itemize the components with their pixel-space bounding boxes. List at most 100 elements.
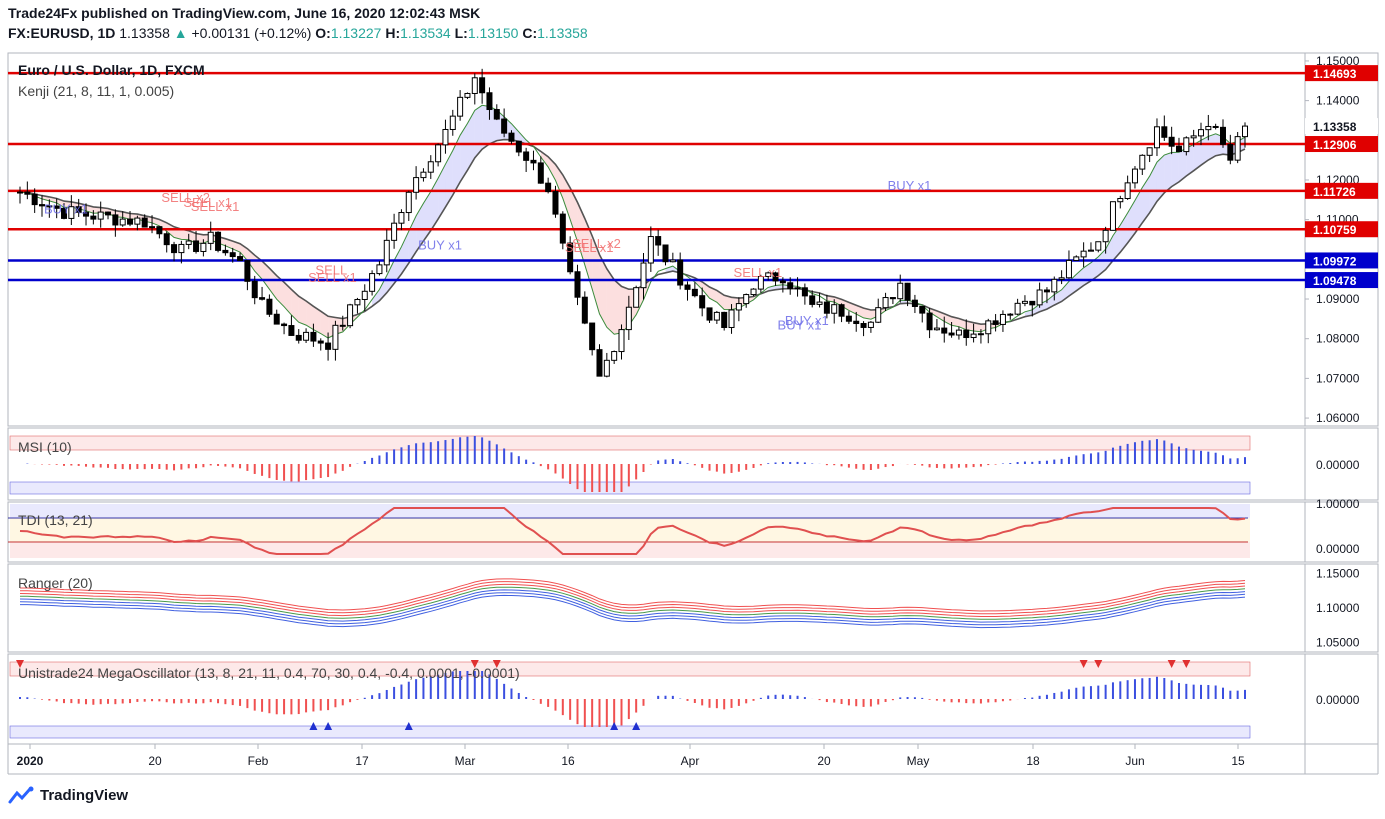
candle-body (325, 342, 332, 350)
candle-body (1095, 241, 1102, 251)
band-lower (9, 481, 1251, 495)
candle-body (750, 288, 757, 296)
candle-body (105, 211, 112, 216)
symbol-ohlc-line: FX:EURUSD, 1D 1.13358 ▲ +0.00131 (+0.12%… (8, 25, 588, 41)
price-tag-bg (1305, 136, 1378, 153)
candle-body (1227, 143, 1234, 161)
candle-body (149, 226, 156, 229)
signal-label: SELL x1 (734, 265, 783, 280)
kenji-ribbon-segment (1149, 162, 1157, 213)
candle-body (1014, 302, 1021, 315)
kenji-ribbon-segment (423, 191, 431, 242)
pane-frame-0 (7, 52, 1379, 427)
band-lower (9, 725, 1251, 739)
tdi-bottom-zone (10, 542, 1250, 558)
candle-body (420, 171, 427, 179)
kenji-ribbon-segment (951, 316, 959, 327)
candle-body (39, 204, 46, 207)
kenji-ribbon-segment (577, 202, 585, 265)
kenji-ribbon-segment (1127, 200, 1135, 243)
pane-frame-4 (7, 653, 1379, 745)
candle-body (625, 306, 632, 331)
x-tick-label: Mar (455, 754, 476, 768)
msi-y-tick: 0.00000 (1316, 458, 1360, 472)
candle-body (31, 193, 38, 206)
x-tick-label: 17 (355, 754, 369, 768)
signal-label: BUY x1 (888, 178, 932, 193)
sell-triangle-icon (16, 660, 24, 668)
candle-body (882, 297, 889, 309)
candle-body (493, 109, 500, 120)
candle-body (295, 334, 302, 341)
candle-body (801, 287, 808, 297)
candle-body (1175, 145, 1182, 153)
kenji-ribbon-segment (709, 286, 717, 303)
price-tag-label: 1.09972 (1313, 254, 1357, 268)
pane-frame-3 (7, 563, 1379, 653)
ranger-line (20, 594, 1246, 629)
kenji-ribbon-segment (724, 295, 732, 310)
candle-body (332, 324, 339, 350)
signal-label: BUY x1 (785, 313, 829, 328)
band-upper (9, 661, 1251, 677)
candle-body (1073, 256, 1080, 261)
price-tag-label: 1.11726 (1313, 185, 1356, 199)
ranger-y-tick: 1.15000 (1316, 566, 1360, 580)
candle-body (992, 320, 999, 325)
price-tag-label: 1.10759 (1313, 223, 1357, 237)
kenji-ribbon-segment (614, 279, 622, 335)
x-tick-label: 20 (817, 754, 831, 768)
low-label: L: (454, 25, 468, 41)
candle-body (523, 151, 530, 161)
candle-body (794, 287, 801, 290)
price-tag-bg (1305, 252, 1378, 269)
main-chart-title: Euro / U.S. Dollar, 1D, FXCM (18, 62, 205, 78)
candle-body (1219, 126, 1226, 145)
candle-body (288, 325, 295, 336)
kenji-ribbon-segment (1171, 152, 1179, 187)
candle-body (713, 311, 720, 321)
candle-body (867, 321, 874, 328)
candle-body (442, 128, 449, 146)
kenji-ribbon-segment (394, 246, 402, 284)
candle-body (46, 205, 53, 208)
candle-body (904, 282, 911, 301)
candle-body (427, 161, 434, 173)
candle-body (1043, 289, 1050, 293)
kenji-ribbon-segment (1098, 249, 1106, 276)
ranger-y-tick: 1.10000 (1316, 601, 1360, 615)
candle-body (303, 331, 310, 341)
candle-body (1029, 300, 1036, 306)
candle-body (919, 305, 926, 314)
kenji-ribbon-segment (584, 218, 593, 290)
price-tag-label: 1.13358 (1313, 120, 1357, 134)
candle-body (163, 233, 170, 246)
candle-body (317, 340, 324, 344)
candle-body (347, 304, 354, 327)
kenji-ribbon-segment (966, 320, 974, 332)
y-tick-label: 1.09000 (1316, 292, 1360, 306)
kenji-ribbon-segment (599, 254, 607, 328)
candle-body (1036, 289, 1043, 306)
buy-triangle-icon (324, 722, 333, 730)
candle-body (581, 296, 588, 324)
sell-triangle-icon (1182, 660, 1191, 668)
candle-body (61, 207, 68, 219)
high-value: 1.13534 (400, 25, 451, 41)
kenji-ribbon-segment (276, 275, 285, 307)
candle-body (633, 287, 640, 308)
ranger-line (19, 583, 1246, 617)
candle-body (24, 191, 31, 195)
kenji-ribbon-segment (306, 300, 314, 330)
kenji-ribbon-segment (863, 308, 871, 320)
x-tick-label: Jun (1125, 754, 1144, 768)
price-tag-bg (1305, 65, 1378, 82)
kenji-ribbon-segment (298, 296, 307, 326)
pane-frame-1 (7, 427, 1379, 501)
candle-body (977, 333, 984, 336)
candle-body (838, 304, 845, 317)
price-tag-label: 1.12906 (1313, 138, 1357, 152)
sell-triangle-icon (470, 660, 479, 668)
x-tick-label: 16 (561, 754, 575, 768)
